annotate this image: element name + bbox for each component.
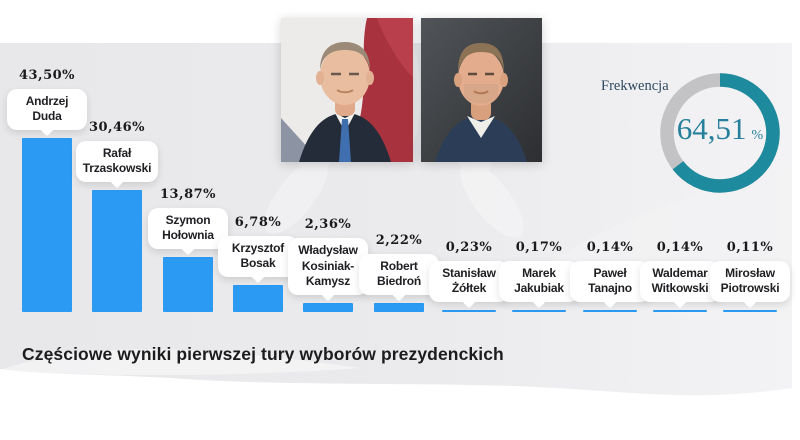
- candidate-column: 0,14% Waldemar Witkowski: [640, 240, 720, 312]
- photo-andrzej-duda: [281, 18, 413, 162]
- candidate-name-bubble: Marek Jakubiak: [499, 260, 579, 302]
- candidate-name-bubble: Paweł Tanajno: [570, 260, 650, 302]
- candidate-name-bubble: Waldemar Witkowski: [640, 260, 720, 302]
- candidate-name: Krzysztof Bosak: [231, 240, 285, 271]
- result-bar: [374, 303, 424, 312]
- candidate-name-bubble: Krzysztof Bosak: [218, 235, 298, 277]
- candidate-column: 0,11% Mirosław Piotrowski: [710, 240, 790, 312]
- candidate-name: Andrzej Duda: [25, 93, 69, 124]
- candidate-name: Władysław Kosiniak-Kamysz: [298, 243, 358, 289]
- bar-value-label: 13,87%: [159, 186, 217, 202]
- result-bar: [163, 257, 213, 312]
- candidate-name-bubble: Szymon Hołownia: [148, 207, 228, 249]
- result-bar: [22, 138, 72, 312]
- candidate-name-bubble: Rafał Trzaskowski: [75, 140, 159, 182]
- donut-arc: [660, 73, 780, 193]
- candidate-column: 6,78% Krzysztof Bosak: [218, 215, 298, 312]
- turnout-percent-sign: %: [751, 128, 764, 143]
- bar-value-label: 0,14%: [586, 239, 634, 255]
- result-bar: [653, 310, 707, 312]
- candidate-column: 0,17% Marek Jakubiak: [499, 240, 579, 312]
- result-bar: [303, 303, 353, 312]
- photo-rafal-trzaskowski: [421, 18, 542, 162]
- candidate-name-bubble: Stanisław Żółtek: [429, 260, 509, 302]
- candidate-name: Stanisław Żółtek: [442, 265, 496, 296]
- bar-value-label: 0,17%: [515, 239, 563, 255]
- turnout-label: Frekwencja: [601, 78, 669, 94]
- turnout-value-group: 64,51 %: [654, 67, 786, 199]
- bar-value-label: 30,46%: [88, 119, 146, 135]
- candidate-name: Mirosław Piotrowski: [720, 265, 780, 296]
- candidate-column: 0,23% Stanisław Żółtek: [429, 240, 509, 312]
- duda-portrait-illustration: [281, 18, 413, 162]
- result-bar: [233, 285, 283, 312]
- candidate-column: 2,22% Robert Biedroń: [359, 233, 439, 312]
- candidate-column: 43,50% Andrzej Duda: [7, 68, 87, 312]
- bar-value-label: 2,22%: [375, 232, 423, 248]
- result-bar: [583, 310, 637, 312]
- candidate-column: 13,87% Szymon Hołownia: [148, 187, 228, 312]
- candidate-column: 30,46% Rafał Trzaskowski: [75, 119, 159, 312]
- candidate-name-bubble: Mirosław Piotrowski: [710, 260, 790, 302]
- candidate-name-bubble: Władysław Kosiniak-Kamysz: [288, 238, 368, 295]
- candidate-name: Szymon Hołownia: [162, 212, 214, 243]
- candidate-column: 0,14% Paweł Tanajno: [570, 240, 650, 312]
- result-bar: [92, 190, 142, 312]
- chart-title: Częściowe wyniki pierwszej tury wyborów …: [22, 344, 504, 364]
- result-bar: [512, 310, 566, 312]
- candidate-name-bubble: Robert Biedroń: [359, 253, 439, 295]
- candidate-name: Rafał Trzaskowski: [82, 145, 152, 176]
- candidate-name-bubble: Andrzej Duda: [7, 88, 87, 130]
- trzaskowski-portrait-illustration: [421, 18, 542, 162]
- bar-value-label: 0,11%: [726, 239, 774, 255]
- bar-value-label: 6,78%: [234, 214, 282, 230]
- result-bar: [442, 310, 496, 312]
- turnout-donut-chart: [660, 73, 780, 193]
- bar-value-label: 43,50%: [18, 67, 76, 83]
- candidate-name: Waldemar Witkowski: [651, 265, 709, 296]
- bar-value-label: 0,23%: [445, 239, 493, 255]
- turnout-value: 64,51: [676, 111, 747, 146]
- result-bar: [723, 310, 777, 312]
- turnout-donut: 64,51 %: [654, 67, 786, 199]
- candidate-name: Paweł Tanajno: [588, 265, 632, 296]
- candidate-name: Marek Jakubiak: [514, 265, 564, 296]
- bar-value-label: 2,36%: [304, 217, 352, 233]
- candidate-column: 2,36% Władysław Kosiniak-Kamysz: [288, 217, 368, 312]
- bar-value-label: 0,14%: [656, 239, 704, 255]
- candidate-name: Robert Biedroń: [377, 258, 421, 289]
